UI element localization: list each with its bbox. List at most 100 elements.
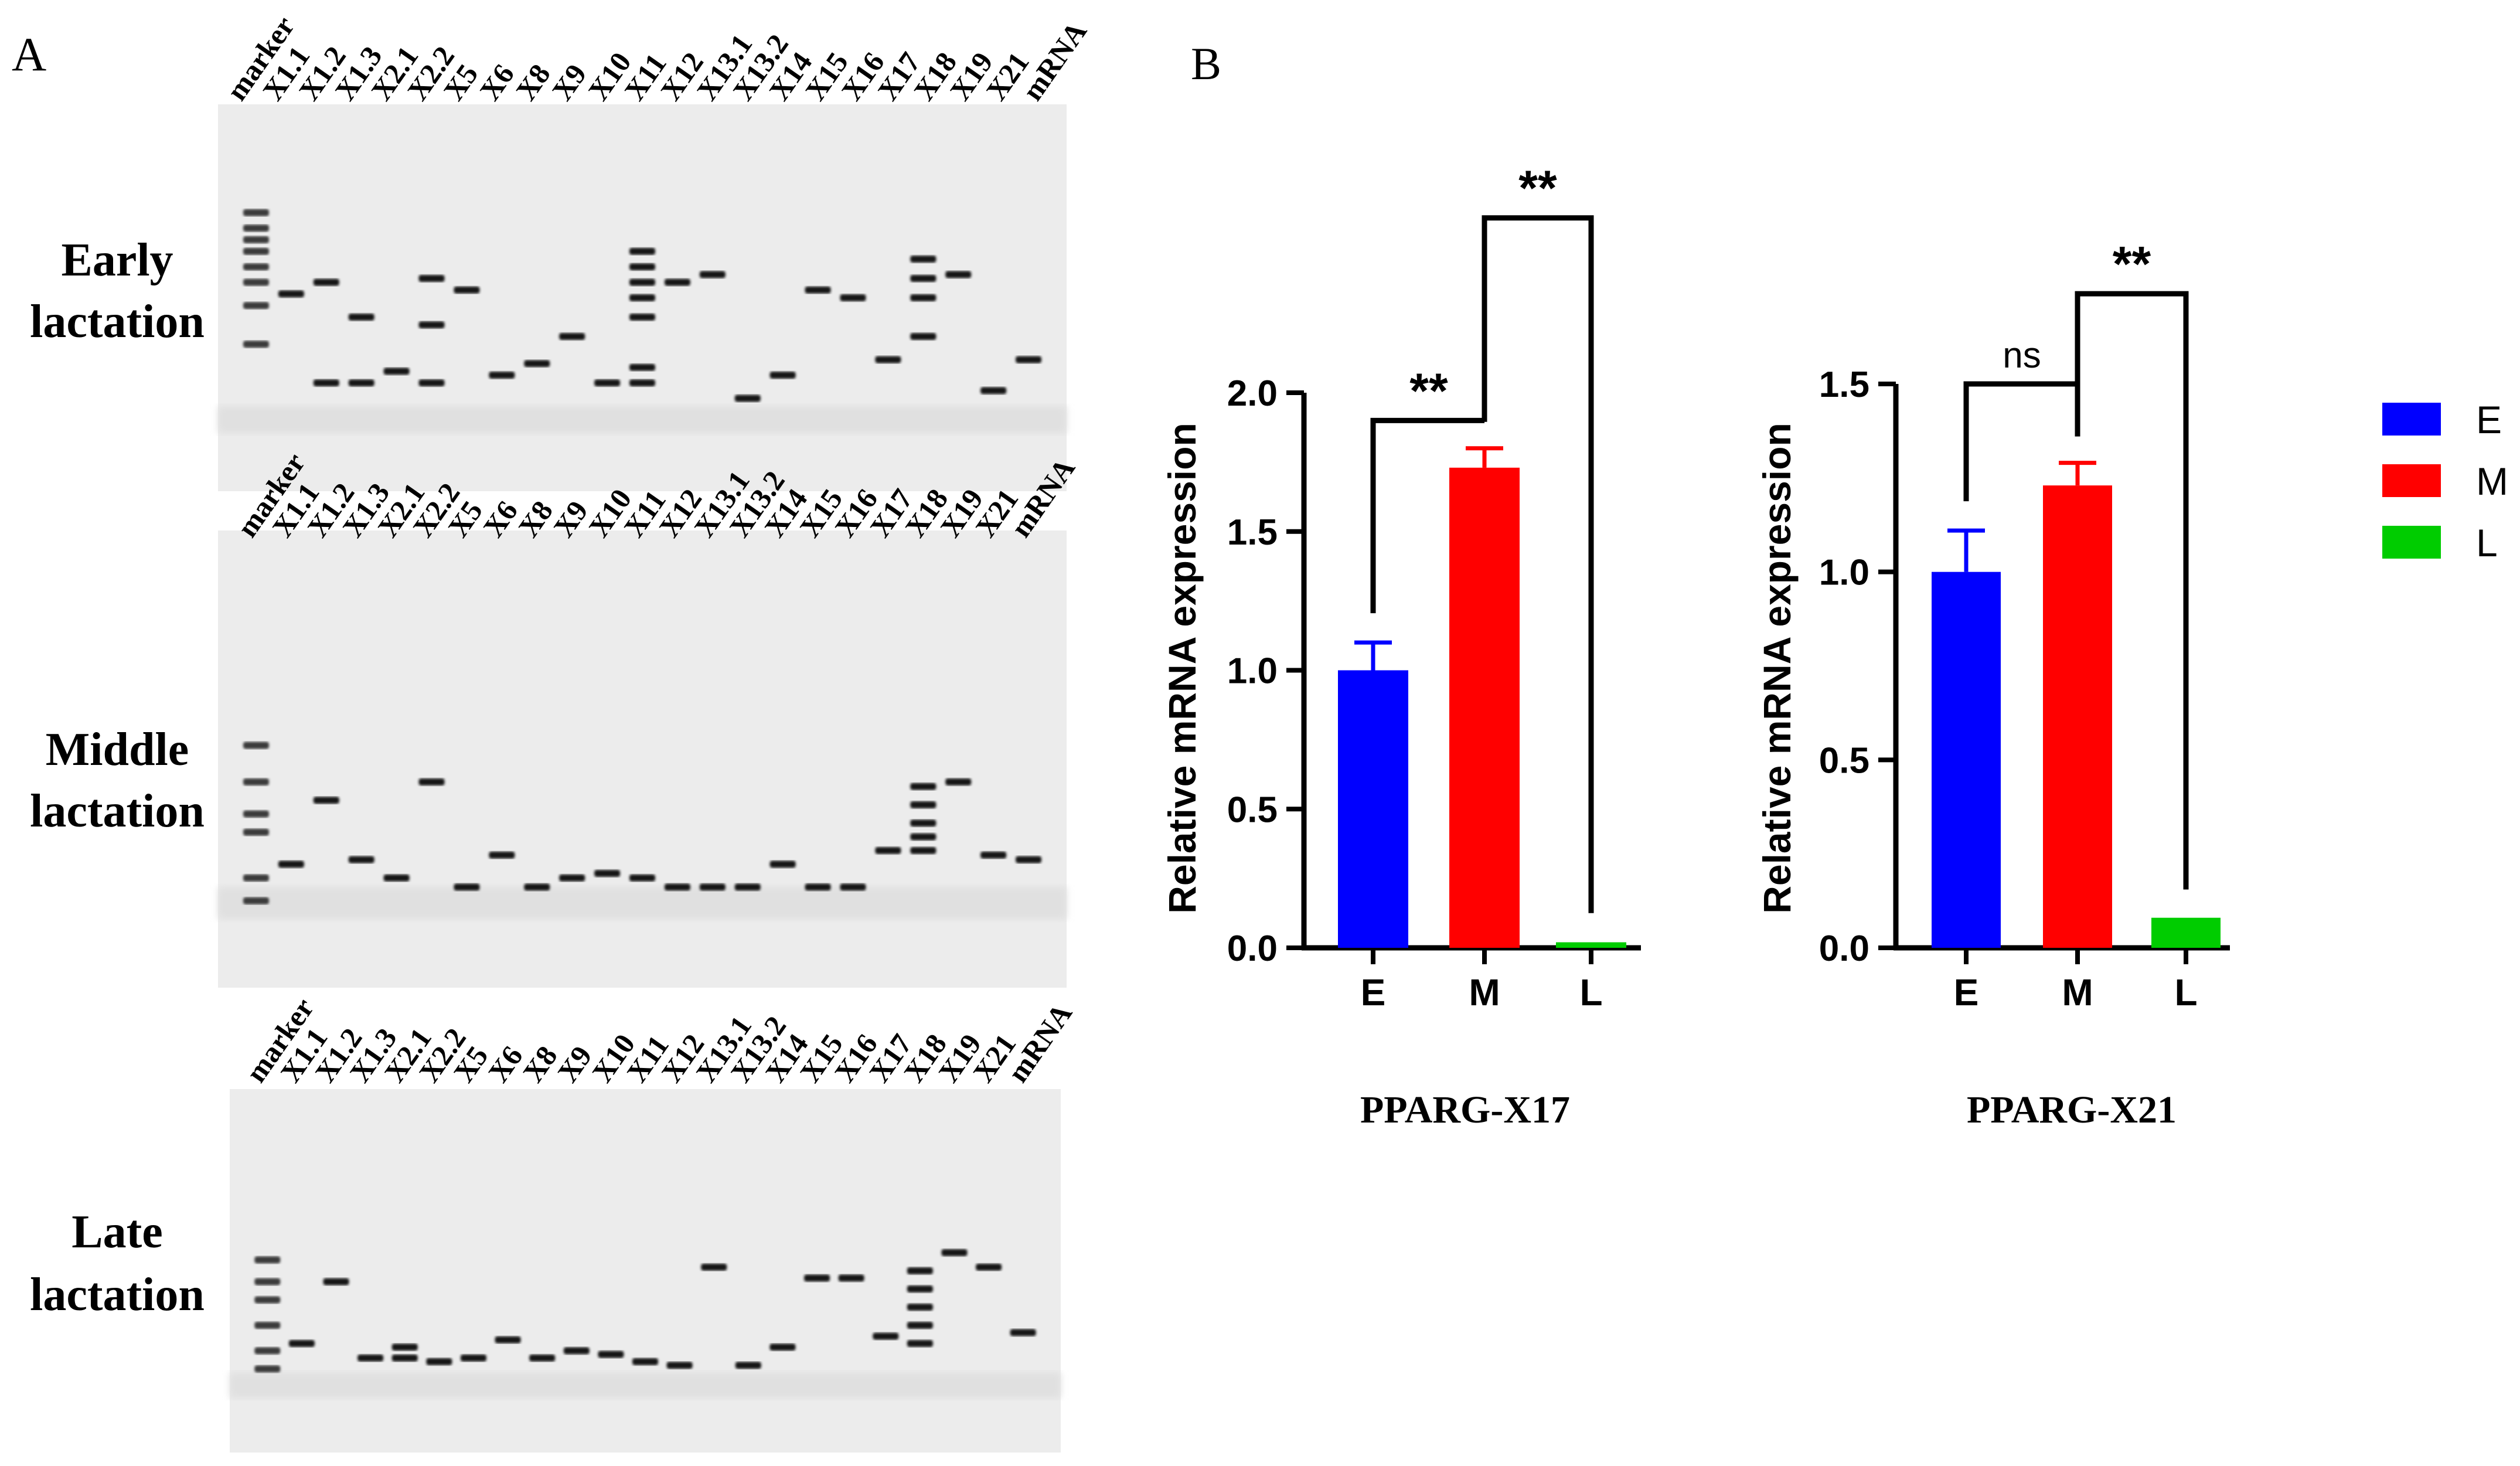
gel-band — [594, 379, 621, 387]
bar-E — [1338, 670, 1408, 948]
gel-band — [559, 333, 585, 340]
gel-band — [734, 394, 761, 402]
gel-row-label: lactation — [30, 785, 205, 837]
significance-bracket — [1370, 417, 1487, 614]
y-axis-label: Relative mRNA expression — [1755, 423, 1799, 914]
bar-M — [1449, 467, 1520, 948]
x-tick-label: L — [2174, 971, 2197, 1013]
gel-band — [1010, 1329, 1036, 1336]
gel-band — [941, 1249, 968, 1256]
gel-band — [629, 263, 655, 271]
gel-band — [243, 278, 269, 286]
gel-band — [383, 368, 410, 375]
y-tick-label: 1.0 — [1819, 553, 1869, 593]
gel-band — [243, 302, 269, 309]
gel-band — [313, 278, 339, 286]
gel-band — [805, 286, 831, 294]
legend-swatch — [2382, 464, 2441, 497]
gel-band — [910, 256, 937, 263]
gel-band — [804, 1274, 830, 1282]
gel-primer-smear — [230, 1372, 1061, 1398]
significance-label: ns — [2003, 335, 2041, 376]
gel-band — [288, 1340, 315, 1347]
gel-band — [348, 856, 374, 863]
legend-item: E — [2382, 398, 2502, 441]
gel-band — [254, 1365, 281, 1373]
chart-2: 0.0 0.5 1.0 1.5 Relative mRNA expression E M Ln… — [1755, 236, 2230, 1131]
gel-band — [769, 1343, 796, 1351]
bar-charts: 0.0 0.5 1.0 1.5 2.0 Relative mRNA expression E… — [1160, 161, 2230, 1131]
x-tick-label: M — [2062, 971, 2093, 1013]
gel-band — [278, 860, 304, 868]
legend: EML — [2382, 398, 2508, 564]
gel-band — [278, 290, 304, 298]
gel-row-label: Late — [71, 1206, 163, 1258]
significance-bracket — [1963, 381, 2080, 502]
significance-label: ** — [1518, 161, 1557, 216]
gel-band — [529, 1354, 556, 1362]
panel-b-label: B — [1191, 38, 1221, 89]
gel-band — [243, 209, 269, 216]
x-tick-label: L — [1579, 971, 1602, 1013]
gel-band — [254, 1256, 281, 1264]
legend-label: L — [2476, 521, 2498, 564]
gel-band — [243, 225, 269, 232]
gel-band — [907, 1304, 933, 1311]
gel-band — [734, 883, 761, 891]
gel-row-label: Middle — [46, 724, 189, 775]
gel-band — [629, 874, 655, 882]
gel-band — [629, 247, 655, 255]
gel-band — [426, 1358, 452, 1365]
gel-band — [418, 379, 445, 387]
gel-band — [838, 1274, 864, 1282]
bar-E — [1932, 572, 2001, 948]
gel-band — [454, 286, 480, 294]
y-tick-label: 0.0 — [1819, 928, 1869, 969]
gel-band — [910, 819, 937, 827]
gel-band — [980, 387, 1007, 394]
significance-label: ** — [1409, 363, 1448, 418]
gel-band — [391, 1343, 418, 1351]
gel-band — [945, 271, 972, 278]
legend-item: L — [2382, 521, 2498, 564]
gel-band — [391, 1354, 418, 1362]
gel-2: MiddlelactationmarkerX1.1X1.2X1.3X2.1X2.… — [30, 447, 1081, 988]
gel-band — [840, 883, 866, 891]
gel-band — [701, 1263, 727, 1271]
significance-bracket — [2075, 291, 2189, 890]
gel-band — [910, 801, 937, 808]
gel-band — [629, 278, 655, 286]
gel-band — [769, 372, 796, 379]
gel-band — [495, 1336, 521, 1343]
gel-band — [454, 883, 480, 891]
gel-band — [418, 321, 445, 329]
gel-band — [769, 860, 796, 868]
gel-band — [243, 263, 269, 271]
gel-band — [383, 874, 410, 882]
gel-band — [945, 778, 972, 785]
panel-a-label: A — [12, 28, 46, 81]
gel-band — [699, 883, 726, 891]
gel-band — [489, 372, 515, 379]
y-tick-label: 1.5 — [1227, 512, 1278, 553]
gel-primer-smear — [218, 406, 1067, 433]
y-tick-label: 0.5 — [1819, 740, 1869, 781]
gel-band — [666, 1362, 693, 1369]
gel-band — [243, 778, 269, 785]
gel-band — [629, 314, 655, 321]
gel-band — [243, 236, 269, 243]
chart-title: PPARG-X21 — [1967, 1089, 2177, 1131]
significance-label: ** — [2113, 236, 2151, 291]
gel-band — [875, 847, 901, 854]
gel-row-label: lactation — [30, 296, 205, 348]
gel-band — [910, 333, 937, 340]
gel-band — [1016, 356, 1042, 363]
gel-band — [418, 275, 445, 282]
gel-band — [629, 294, 655, 301]
chart-1: 0.0 0.5 1.0 1.5 2.0 Relative mRNA expression E… — [1160, 161, 1641, 1131]
gel-band — [254, 1347, 281, 1355]
gel-band — [598, 1351, 624, 1358]
gel-band — [254, 1278, 281, 1285]
gel-band — [805, 883, 831, 891]
